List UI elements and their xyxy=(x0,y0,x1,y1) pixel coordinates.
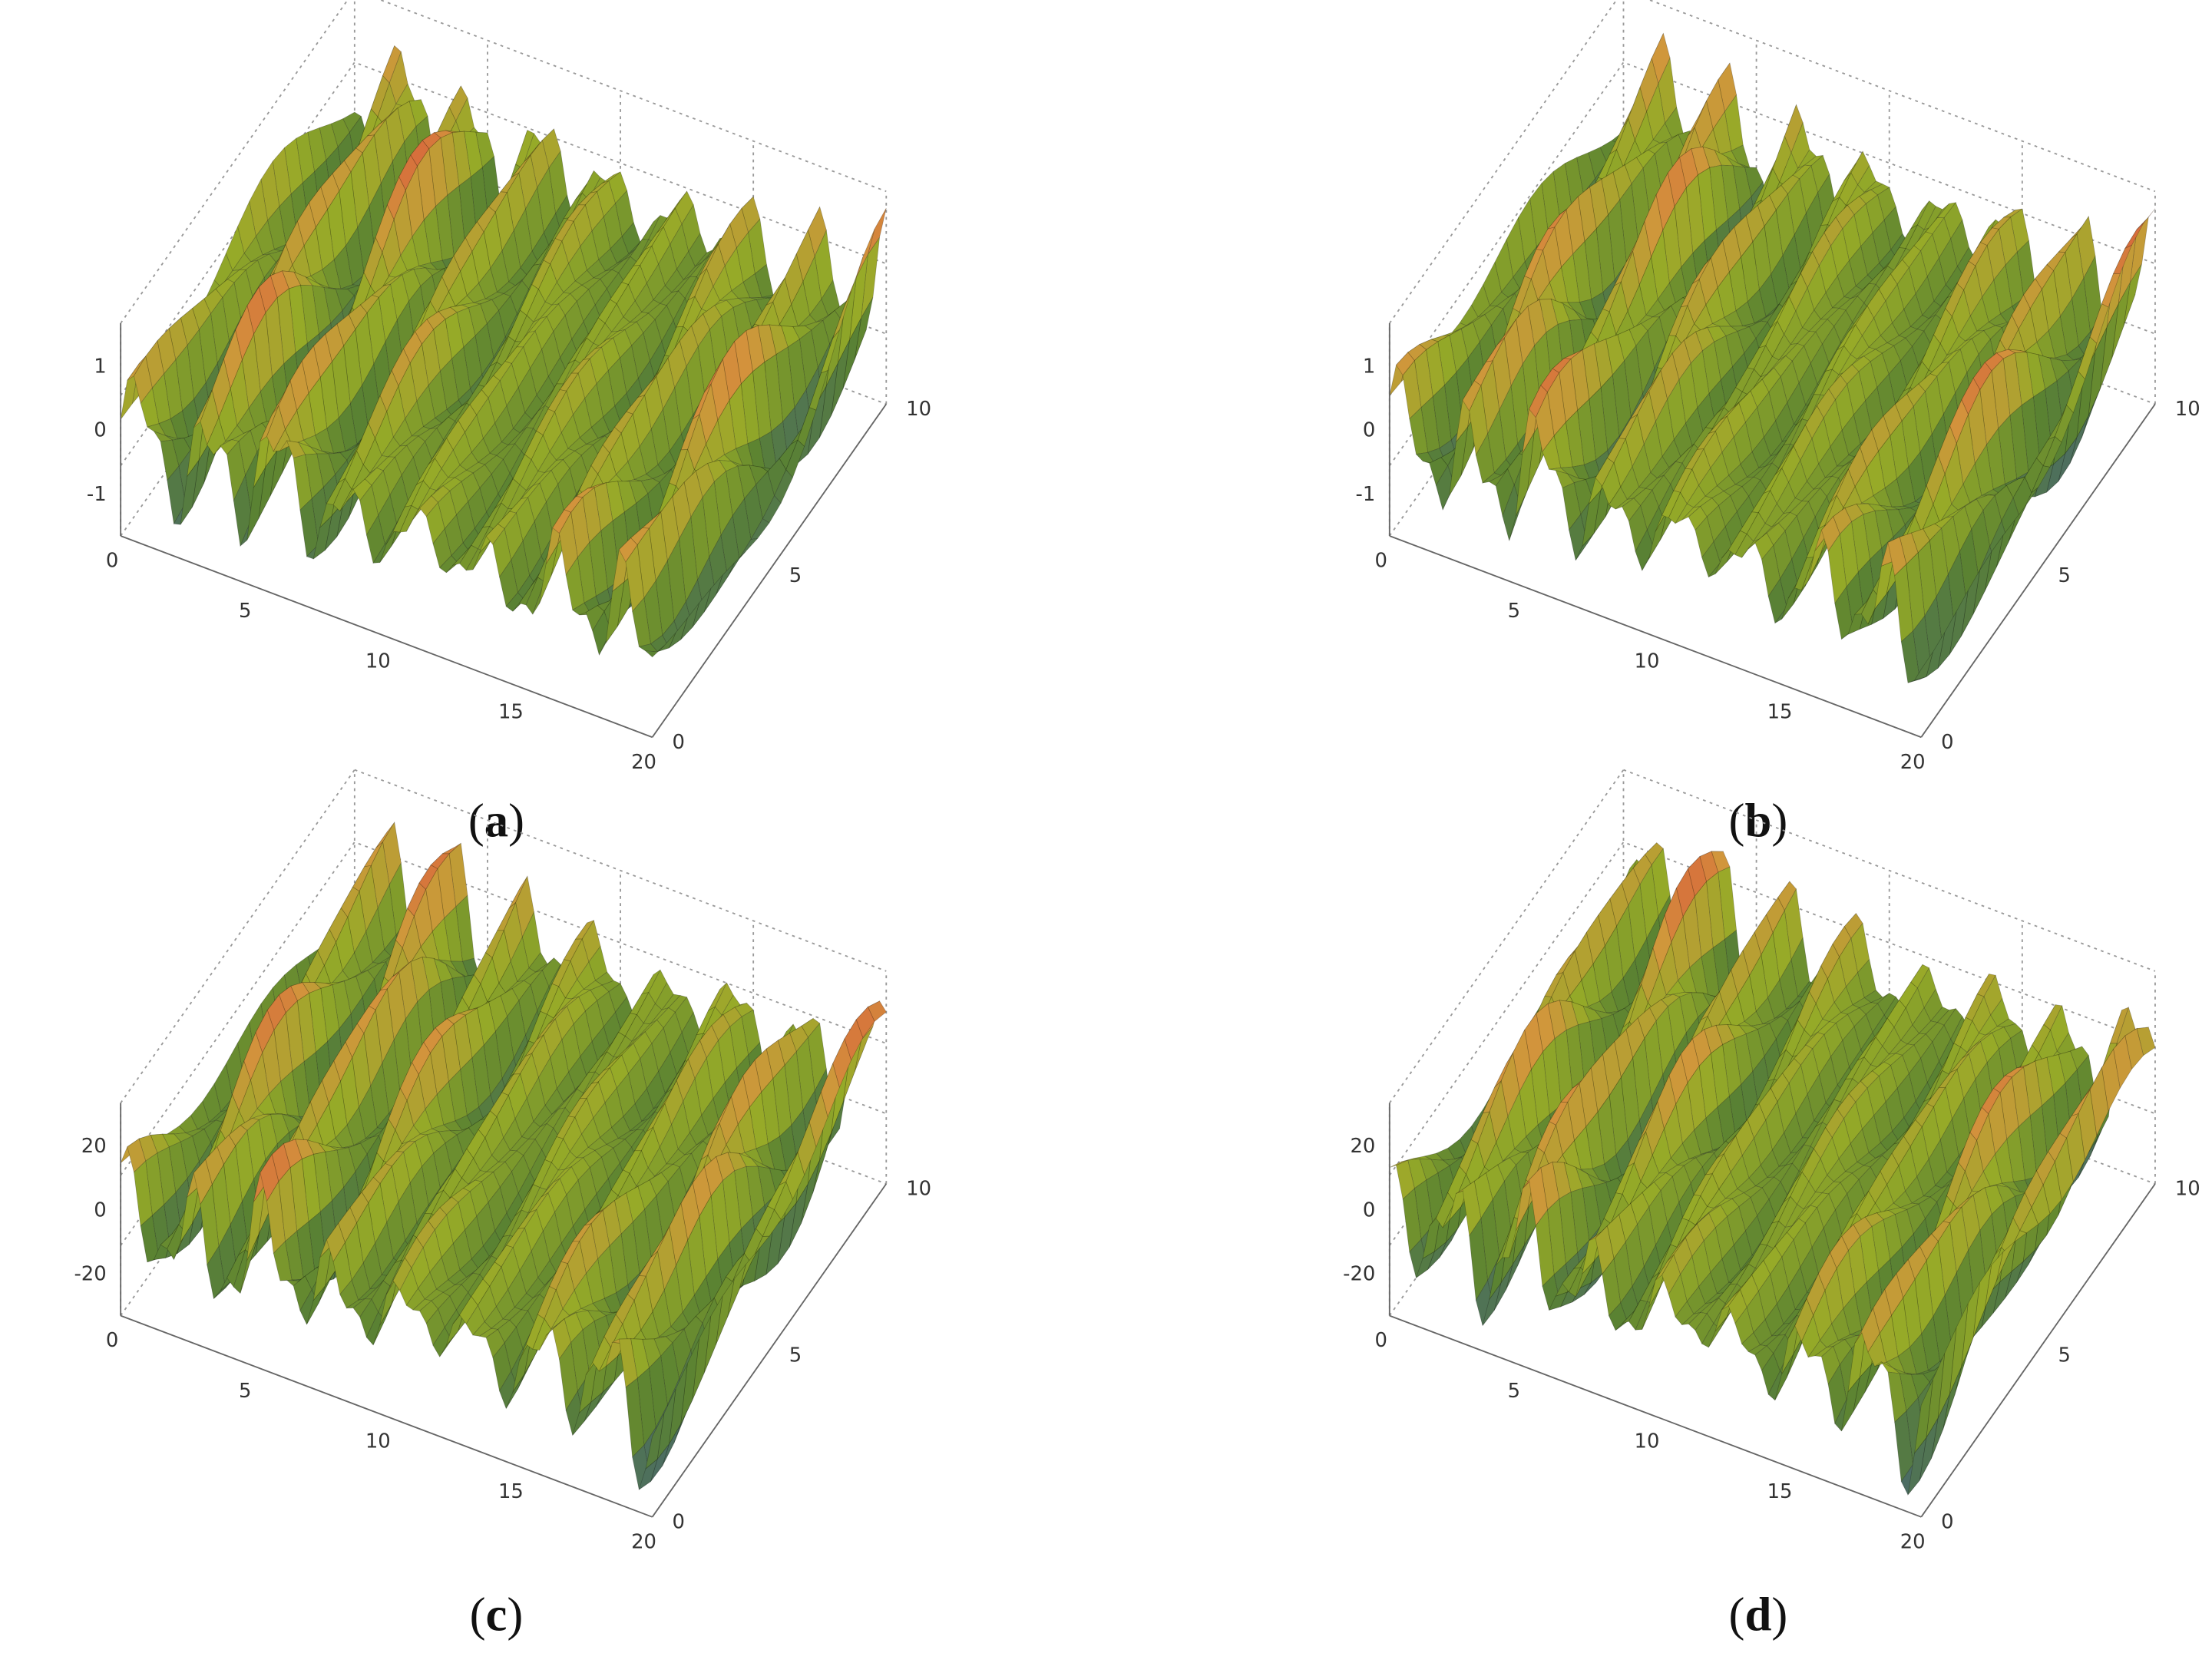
surface-patch xyxy=(703,574,723,613)
y-tick-label: 10 xyxy=(906,1178,931,1201)
y-tick-label: 10 xyxy=(2175,398,2200,421)
x-tick-label: 0 xyxy=(106,550,118,573)
y-tick-label: 5 xyxy=(2058,564,2070,587)
y-tick-label: 10 xyxy=(906,398,931,421)
z-tick-label: 0 xyxy=(1363,419,1375,442)
surface xyxy=(120,821,887,1490)
x-tick-label: 0 xyxy=(106,1329,118,1352)
z-tick-label: -20 xyxy=(74,1262,106,1285)
y-tick-label: 5 xyxy=(789,1344,802,1367)
panel-caption: (c) xyxy=(470,1588,524,1642)
x-tick-label: 15 xyxy=(498,700,524,723)
surface-patch xyxy=(680,603,699,640)
x-tick-label: 15 xyxy=(1767,700,1793,723)
z-tick-label: 1 xyxy=(1363,355,1375,379)
x-tick-label: 15 xyxy=(498,1480,524,1503)
panel: 0 5 10 15 20 0 5 10 20 0 -20 xyxy=(74,769,931,1553)
z-tick-label: 1 xyxy=(94,355,106,379)
x-tick-label: 20 xyxy=(631,1530,656,1553)
caption-part: ( xyxy=(468,793,484,847)
x-tick-label: 10 xyxy=(365,650,391,673)
z-tick-label: 0 xyxy=(94,419,106,442)
caption-part: ) xyxy=(508,793,524,847)
z-tick-label: -1 xyxy=(1356,483,1376,506)
surface xyxy=(120,45,887,658)
z-tick-label: -1 xyxy=(87,483,107,506)
y-tick-label: 5 xyxy=(789,564,802,587)
surface-patch xyxy=(727,550,746,577)
y-tick-label: 0 xyxy=(672,1511,684,1534)
surface-patch xyxy=(762,495,782,524)
frame-grid xyxy=(120,61,887,396)
x-tick-label: 5 xyxy=(1508,600,1520,623)
x-tick-label: 20 xyxy=(631,751,656,774)
z-tick-label: 0 xyxy=(94,1198,106,1222)
frame-edge xyxy=(379,0,887,193)
x-tick-label: 0 xyxy=(1375,550,1387,573)
panel-caption: (a) xyxy=(468,793,524,847)
caption-part: ) xyxy=(1771,793,1787,847)
z-tick-label: 20 xyxy=(81,1135,107,1158)
surface xyxy=(1389,32,2156,683)
y-tick-label: 0 xyxy=(1941,731,1953,754)
x-tick-label: 10 xyxy=(365,1430,391,1453)
caption-part: ( xyxy=(470,1588,486,1642)
surface-patch xyxy=(774,469,793,504)
caption-part: ) xyxy=(507,1588,523,1642)
caption-part: c xyxy=(486,1588,508,1642)
x-tick-label: 5 xyxy=(239,1380,251,1403)
x-tick-label: 20 xyxy=(1900,751,1926,774)
surface-patch xyxy=(716,563,735,596)
y-tick-label: 0 xyxy=(672,731,684,754)
x-tick-label: 5 xyxy=(239,600,251,623)
surface-patch xyxy=(868,207,887,255)
x-tick-label: 10 xyxy=(1635,650,1660,673)
caption-part: ( xyxy=(1729,793,1745,847)
surface-patch xyxy=(820,329,840,374)
